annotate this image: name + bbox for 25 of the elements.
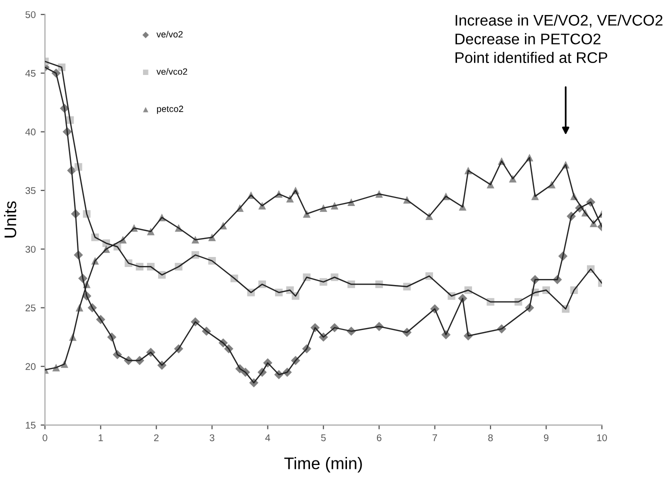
x-tick-label: 2 bbox=[154, 434, 159, 442]
x-tick-label: 1 bbox=[98, 434, 103, 442]
x-tick-label: 8 bbox=[488, 434, 493, 442]
x-tick-label: 4 bbox=[265, 434, 270, 442]
y-tick-label: 15 bbox=[26, 422, 36, 429]
y-tick-label: 35 bbox=[25, 187, 36, 194]
y-axis-title: Units bbox=[4, 201, 16, 238]
y-tick-label: 50 bbox=[26, 11, 36, 18]
x-tick-label: 5 bbox=[321, 434, 326, 442]
x-tick-label: 9 bbox=[544, 434, 548, 442]
x-tick-label: 3 bbox=[210, 434, 214, 442]
y-tick-label: 25 bbox=[26, 304, 36, 312]
legend-label: petco2 bbox=[157, 106, 184, 114]
legend-label: ve/vo2 bbox=[156, 30, 183, 38]
annotation: Increase in VE/VO2, VE/VCO2 Decrease in PETCO2 Point identified at RCP bbox=[456, 14, 662, 64]
y-tick-label: 45 bbox=[25, 70, 36, 77]
y-tick-label: 40 bbox=[25, 128, 36, 136]
y-tick-label: 20 bbox=[26, 363, 36, 370]
x-tick-label: 6 bbox=[376, 434, 382, 442]
y-tick-label: 30 bbox=[25, 246, 36, 253]
x-axis-title: Time (min) bbox=[284, 457, 362, 473]
legend-label: ve/vco2 bbox=[156, 68, 188, 75]
x-tick-label: 0 bbox=[42, 434, 48, 442]
x-tick-label: 7 bbox=[432, 434, 438, 442]
x-tick-label: 10 bbox=[597, 434, 607, 442]
